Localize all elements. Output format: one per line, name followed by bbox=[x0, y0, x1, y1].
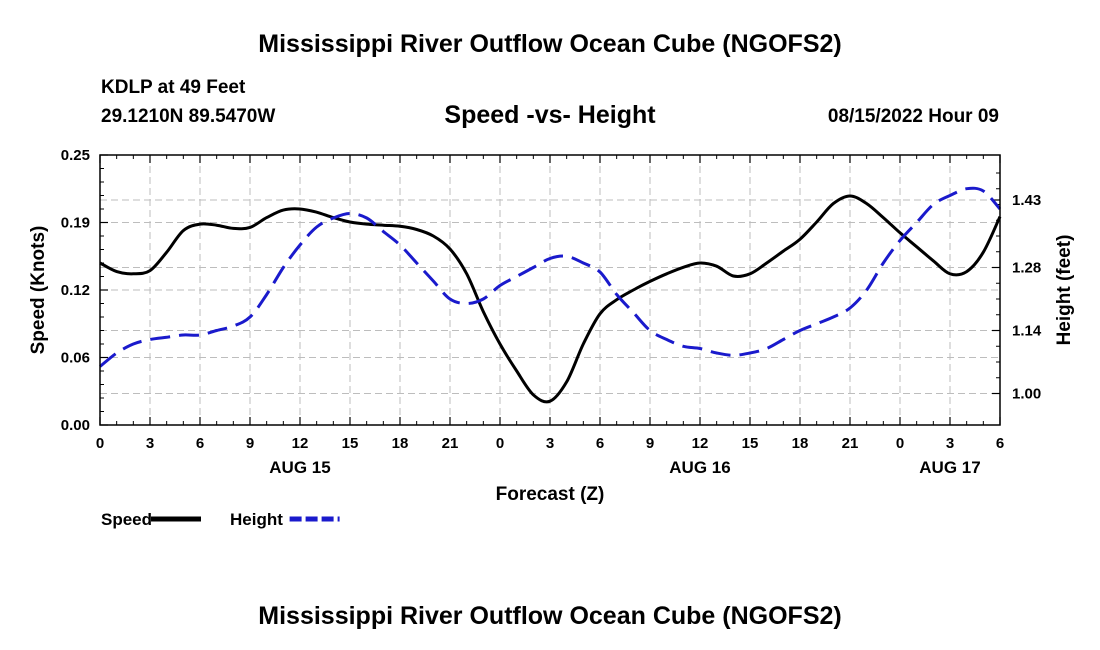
x-tick-label: 12 bbox=[692, 435, 709, 452]
axis-labels: 0 3 6 9 12 15 18 21 0 3 6 9 12 15 18 21 0 3 6 AUG 15 AUG 16 A… bbox=[28, 147, 1075, 505]
series-layer bbox=[99, 186, 1002, 404]
x-tick-label: 18 bbox=[792, 435, 809, 452]
x-tick-label: 12 bbox=[292, 435, 309, 452]
station-coordinates: 29.1210N 89.5470W bbox=[101, 106, 276, 127]
x-tick-label: 6 bbox=[996, 435, 1004, 452]
x-tick-label: 15 bbox=[342, 435, 359, 452]
x-tick-label: 6 bbox=[196, 435, 204, 452]
y-tick-label: 0.12 bbox=[61, 282, 90, 299]
x-tick-label: 6 bbox=[596, 435, 604, 452]
x-tick-label: 0 bbox=[96, 435, 104, 452]
y-tick-label: 0.25 bbox=[61, 147, 90, 164]
legend-label-height: Height bbox=[230, 510, 283, 529]
y-tick-label: 0.06 bbox=[61, 350, 90, 367]
x-tick-label: 21 bbox=[842, 435, 859, 452]
date-label: AUG 16 bbox=[669, 458, 730, 477]
x-tick-label: 9 bbox=[646, 435, 654, 452]
x-tick-label: 3 bbox=[946, 435, 954, 452]
y2-tick-label: 1.00 bbox=[1012, 386, 1041, 403]
y2-tick-label: 1.43 bbox=[1012, 192, 1041, 209]
plot-frame bbox=[99, 154, 1001, 426]
x-tick-label: 3 bbox=[146, 435, 154, 452]
y-tick-label: 0.19 bbox=[61, 215, 90, 232]
date-label: AUG 15 bbox=[269, 458, 330, 477]
forecast-datetime: 08/15/2022 Hour 09 bbox=[827, 106, 999, 127]
series-speed-line bbox=[99, 194, 1002, 404]
station-label: KDLP at 49 Feet bbox=[101, 77, 246, 98]
x-tick-label: 3 bbox=[546, 435, 554, 452]
main-title: Mississippi River Outflow Ocean Cube (NG… bbox=[258, 30, 842, 58]
legend: Speed Height bbox=[101, 510, 340, 529]
x-tick-label: 9 bbox=[246, 435, 254, 452]
chart-subtitle: Speed -vs- Height bbox=[444, 101, 656, 129]
x-axis-title: Forecast (Z) bbox=[496, 484, 605, 505]
x-tick-label: 15 bbox=[742, 435, 759, 452]
y2-tick-label: 1.28 bbox=[1012, 260, 1041, 277]
y2-tick-label: 1.14 bbox=[1012, 323, 1042, 340]
grid-lines bbox=[100, 155, 1000, 425]
y-axis-title: Speed (Knots) bbox=[28, 226, 49, 355]
footer-title: Mississippi River Outflow Ocean Cube (NG… bbox=[258, 602, 842, 630]
x-tick-label: 21 bbox=[442, 435, 459, 452]
series-height-line bbox=[99, 186, 1002, 368]
y-tick-label: 0.00 bbox=[61, 417, 90, 434]
speed-height-chart: 0 3 6 9 12 15 18 21 0 3 6 9 12 15 18 21 0 3 6 AUG 15 AUG 16 A… bbox=[28, 147, 1075, 529]
x-tick-label: 0 bbox=[896, 435, 904, 452]
x-tick-label: 0 bbox=[496, 435, 504, 452]
legend-label-speed: Speed bbox=[101, 510, 152, 529]
x-tick-label: 18 bbox=[392, 435, 409, 452]
date-label: AUG 17 bbox=[919, 458, 980, 477]
y2-axis-title: Height (feet) bbox=[1054, 235, 1075, 346]
